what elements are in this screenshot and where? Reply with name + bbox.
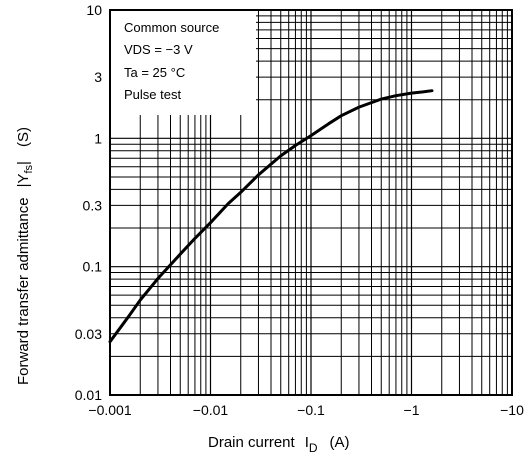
plot-frame [109, 9, 513, 396]
y-tick-label: 0.01 [75, 387, 102, 403]
y-axis-symbol: |Y [15, 174, 32, 188]
condition-line: VDS = −3 V [124, 42, 193, 57]
y-tick-label: 10 [86, 2, 102, 18]
x-axis-title: Drain current ID (A) [208, 434, 350, 455]
x-tick-label: −0.1 [297, 402, 325, 418]
y-tick-label: 0.03 [75, 326, 102, 342]
conditions-box-bg [110, 10, 256, 115]
x-axis-symbol: I [305, 434, 309, 451]
x-axis-label: Drain current [208, 434, 296, 451]
condition-line: Ta = 25 °C [124, 65, 185, 80]
y-tick-label: 1 [94, 130, 102, 146]
y-tick-label: 0.1 [83, 259, 103, 275]
y-axis-title: Forward transfer admittance |Yfs| (S) [15, 127, 35, 385]
series-layer [108, 89, 434, 344]
y-axis-label: Forward transfer admittance [15, 197, 32, 385]
x-tick-label: −1 [404, 402, 420, 418]
x-tick-label: −0.01 [193, 402, 229, 418]
x-axis-unit: (A) [330, 434, 350, 451]
x-tick-label: −0.001 [88, 402, 131, 418]
y-axis-symbol-end: | [15, 161, 32, 165]
y-tick-label: 0.3 [83, 197, 103, 213]
y-axis-unit: (S) [15, 127, 32, 147]
y-axis-subscript: fs [23, 164, 35, 173]
series-line [108, 89, 434, 344]
tick-labels: −0.001 −0.01 −0.1 −1 −10 0.01 0.03 0.1 0.3 1 3 10 [75, 2, 524, 418]
x-axis-subscript: D [309, 441, 318, 455]
conditions-box: Common source VDS = −3 V Ta = 25 °C Puls… [110, 10, 256, 115]
condition-line: Common source [124, 20, 219, 35]
y-tick-label: 3 [94, 69, 102, 85]
x-tick-label: −10 [500, 402, 524, 418]
condition-line: Pulse test [124, 87, 181, 102]
